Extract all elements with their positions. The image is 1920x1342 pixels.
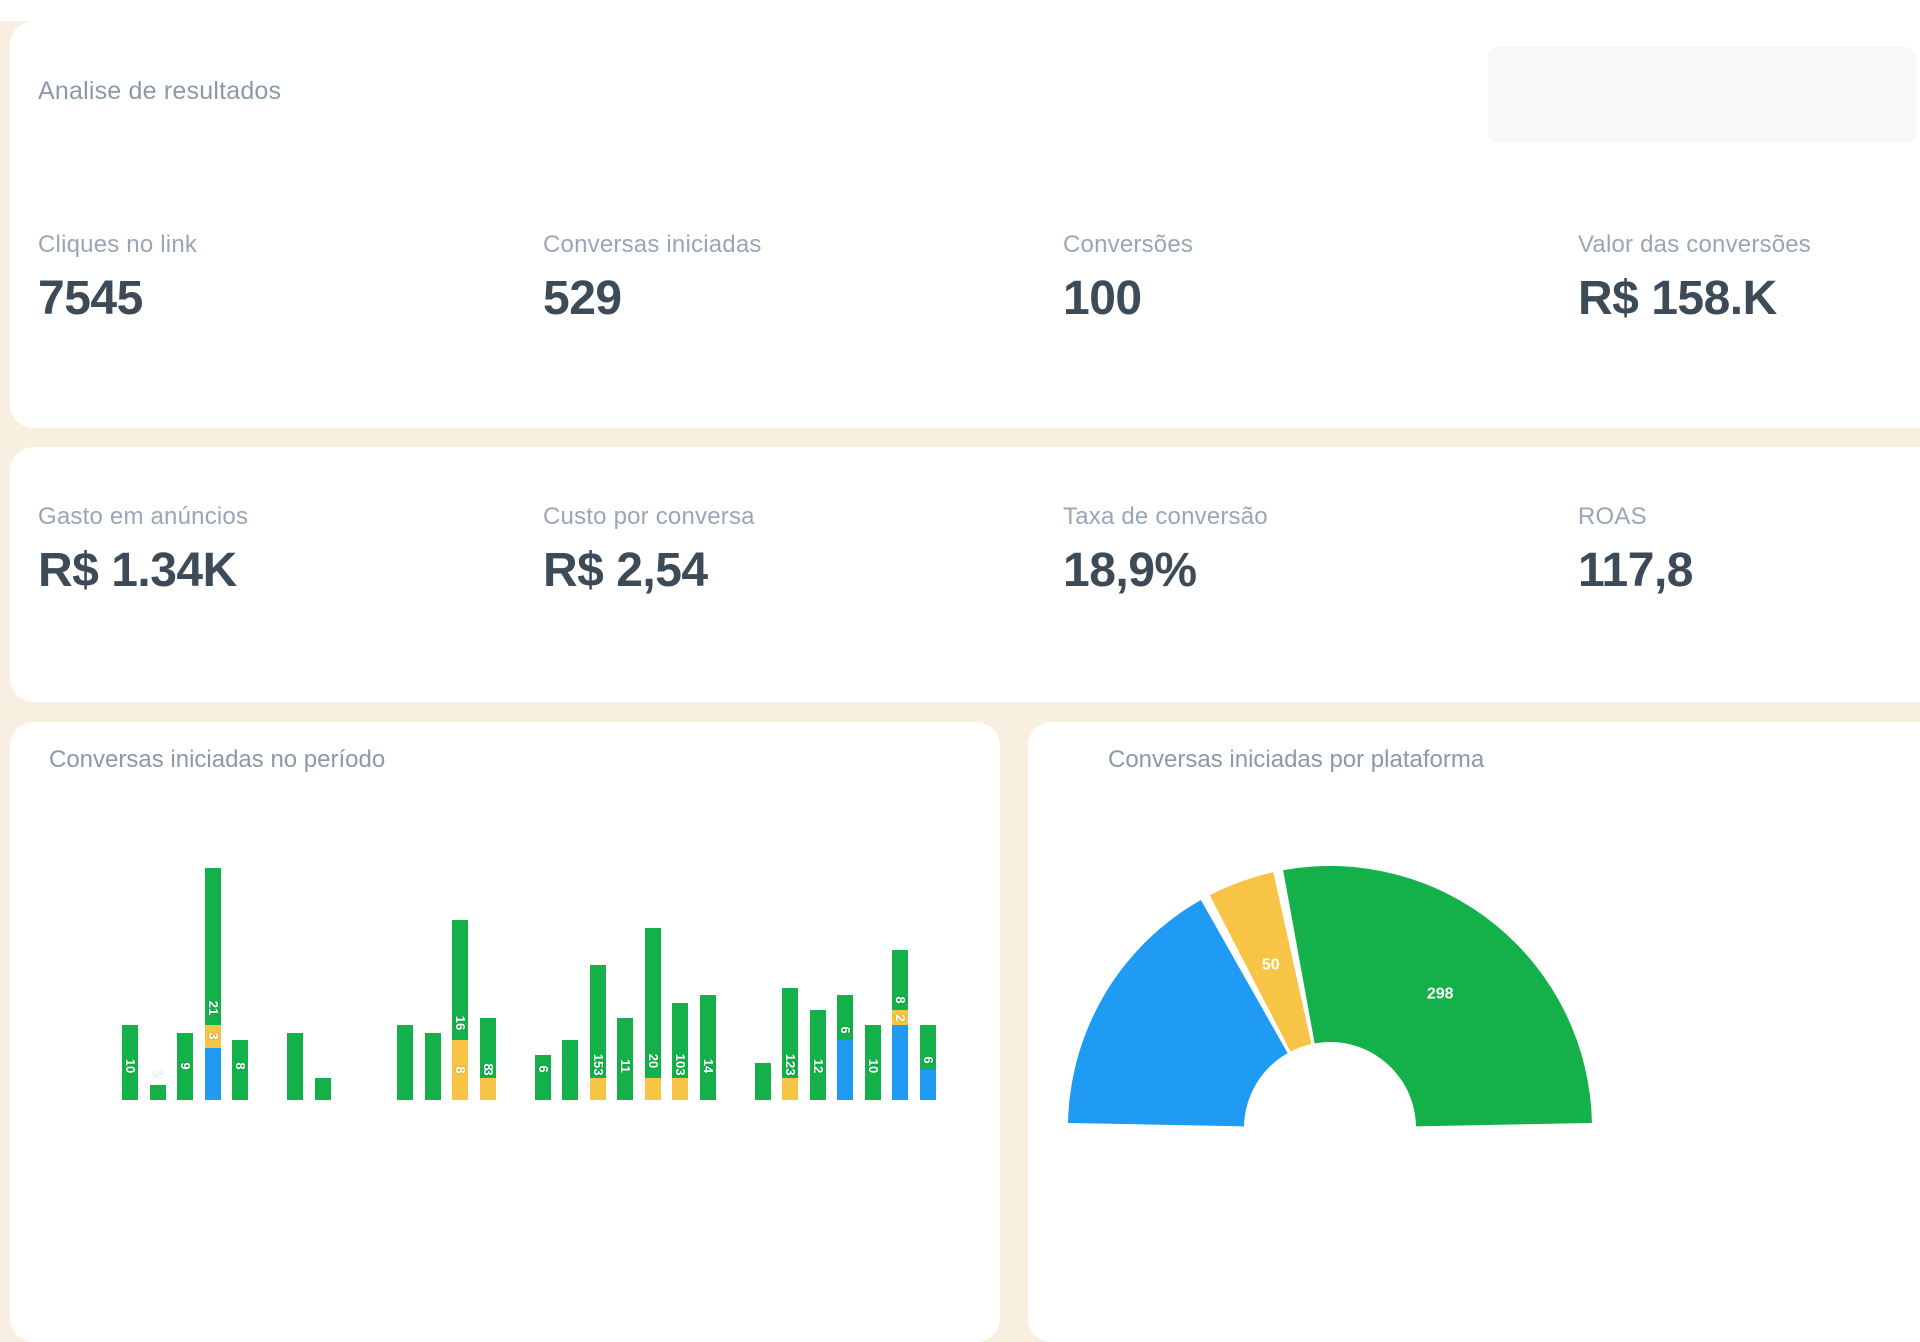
bar-segment-verde[interactable] <box>754 1062 771 1100</box>
bar-segment-verde[interactable] <box>562 1040 578 1100</box>
donut-chart-card: Conversas iniciadas por plataforma 50 298 <box>1028 722 1920 1342</box>
bar-segment-verde[interactable] <box>644 927 661 1078</box>
kpi-value: 100 <box>1063 272 1142 325</box>
kpi-value: 529 <box>543 272 622 325</box>
bar-segment-verde[interactable] <box>892 950 908 1010</box>
kpi-value: R$ 2,54 <box>543 544 708 597</box>
kpi-roas: ROAS 117,8 <box>1578 503 1693 598</box>
bar-segment-verde[interactable] <box>617 1017 633 1100</box>
bar-segment-verde[interactable] <box>672 1002 688 1078</box>
bar-chart-title: Conversas iniciadas no período <box>49 746 386 773</box>
bar-segment-verde[interactable] <box>122 1025 138 1100</box>
kpi-taxa-de-conversao: Taxa de conversão 18,9% <box>1063 503 1268 598</box>
donut-slice-amarelo[interactable] <box>1209 872 1312 1052</box>
bar-segment-verde[interactable] <box>479 1017 496 1078</box>
page-title: Analise de resultados <box>38 77 282 105</box>
bar-segment-verde[interactable] <box>809 1010 826 1100</box>
donut-slice-value-label: 50 <box>1262 956 1280 973</box>
kpi-gasto-em-anuncios: Gasto em anúncios R$ 1.34K <box>38 503 248 598</box>
summary-card-row1: Analise de resultados Cliques no link 75… <box>10 21 1920 428</box>
bar-segment-amarelo[interactable] <box>644 1077 661 1100</box>
kpi-conversoes: Conversões 100 <box>1063 231 1193 326</box>
bar-segment-verde[interactable] <box>699 995 716 1100</box>
kpi-label: Valor das conversões <box>1578 231 1812 258</box>
kpi-value: 117,8 <box>1578 544 1693 597</box>
kpi-value: R$ 158.K <box>1578 272 1777 325</box>
bar-segment-verde[interactable] <box>287 1032 303 1100</box>
bar-segment-amarelo[interactable] <box>452 1040 468 1100</box>
bar-segment-verde[interactable] <box>452 920 468 1040</box>
kpi-label: Taxa de conversão <box>1063 503 1268 530</box>
kpi-label: Custo por conversa <box>543 503 755 530</box>
summary-card-row2: Gasto em anúncios R$ 1.34K Custo por con… <box>10 447 1920 702</box>
kpi-conversas-iniciadas: Conversas iniciadas 529 <box>543 231 762 326</box>
bar-segment-verde[interactable] <box>149 1085 166 1100</box>
bar-segment-amarelo[interactable] <box>782 1077 798 1100</box>
bar-chart-card: Conversas iniciadas no período 10 2 9 21 3 8 1… <box>10 722 1000 1342</box>
kpi-cliques-no-link: Cliques no link 7545 <box>38 231 197 326</box>
bar-segment-verde[interactable] <box>204 867 221 1025</box>
bar-segment-amarelo[interactable] <box>892 1010 908 1025</box>
bar-segment-verde[interactable] <box>314 1077 331 1100</box>
kpi-value: 7545 <box>38 272 143 325</box>
kpi-valor-das-conversoes: Valor das conversões R$ 158.K <box>1578 231 1811 326</box>
kpi-value: R$ 1.34K <box>38 544 237 597</box>
bar-segment-verde[interactable] <box>837 995 853 1040</box>
bar-segment-verde[interactable] <box>397 1025 413 1100</box>
bar-segment-amarelo[interactable] <box>479 1077 496 1100</box>
kpi-label: Cliques no link <box>38 231 198 258</box>
top-strip <box>0 0 1920 21</box>
kpi-label: Conversas iniciadas <box>543 231 762 258</box>
bar-segment-verde[interactable] <box>232 1040 248 1100</box>
donut-slice-azul[interactable] <box>1068 899 1288 1127</box>
donut-slice-verde[interactable] <box>1283 866 1592 1127</box>
donut-chart-title: Conversas iniciadas por plataforma <box>1108 746 1485 773</box>
bar-segment-verde[interactable] <box>864 1025 881 1100</box>
half-donut-chart: 50 298 <box>1068 866 1592 1127</box>
bar-segment-amarelo[interactable] <box>672 1077 688 1100</box>
kpi-label: Gasto em anúncios <box>38 503 249 530</box>
bar-segment-azul[interactable] <box>837 1040 853 1100</box>
bar-segment-verde[interactable] <box>782 987 798 1078</box>
kpi-label: ROAS <box>1578 503 1647 530</box>
stacked-bar-chart: 10 2 9 21 3 8 16 8 8 3 6 15 3 11 20 10 3 14 12 3 12 6 10 8 2 6 <box>10 722 1000 1342</box>
kpi-label: Conversões <box>1063 231 1194 258</box>
bar-segment-azul[interactable] <box>204 1047 221 1100</box>
kpi-value: 18,9% <box>1063 544 1197 597</box>
bar-segment-verde[interactable] <box>177 1032 193 1100</box>
bar-segment-verde[interactable] <box>534 1055 551 1100</box>
donut-slice-value-label: 298 <box>1427 985 1454 1002</box>
bar-segment-verde[interactable] <box>919 1025 936 1070</box>
bar-segment-verde[interactable] <box>424 1032 441 1100</box>
bar-segment-azul[interactable] <box>892 1025 908 1100</box>
bar-segment-verde[interactable] <box>589 965 606 1078</box>
bar-segment-azul[interactable] <box>919 1070 936 1100</box>
bar-segment-amarelo[interactable] <box>589 1077 606 1100</box>
logo-placeholder <box>1488 47 1916 143</box>
kpi-custo-por-conversa: Custo por conversa R$ 2,54 <box>543 503 755 598</box>
bar-segment-amarelo[interactable] <box>204 1025 221 1048</box>
